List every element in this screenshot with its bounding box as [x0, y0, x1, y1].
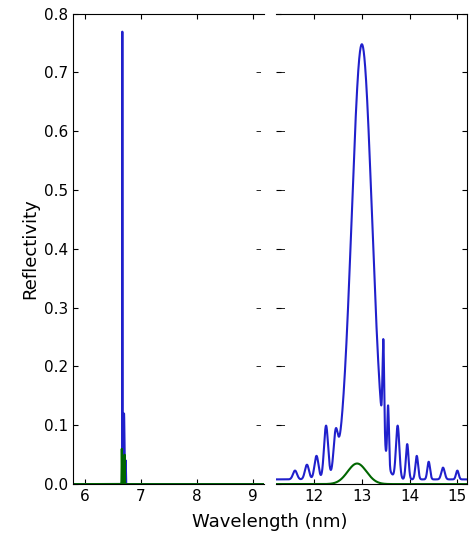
Text: –: –	[279, 362, 285, 371]
Text: –: –	[279, 185, 285, 195]
Y-axis label: Reflectivity: Reflectivity	[21, 199, 39, 299]
Text: –: –	[279, 67, 285, 78]
Text: –: –	[279, 244, 285, 254]
Text: –: –	[279, 126, 285, 136]
Text: Wavelength (nm): Wavelength (nm)	[192, 513, 348, 531]
Text: –: –	[255, 244, 261, 254]
Text: –: –	[255, 185, 261, 195]
Text: –: –	[255, 302, 261, 313]
Text: –: –	[255, 126, 261, 136]
Text: –: –	[279, 302, 285, 313]
Text: –: –	[255, 67, 261, 78]
Text: –: –	[279, 420, 285, 430]
Text: –: –	[255, 420, 261, 430]
Text: –: –	[255, 362, 261, 371]
